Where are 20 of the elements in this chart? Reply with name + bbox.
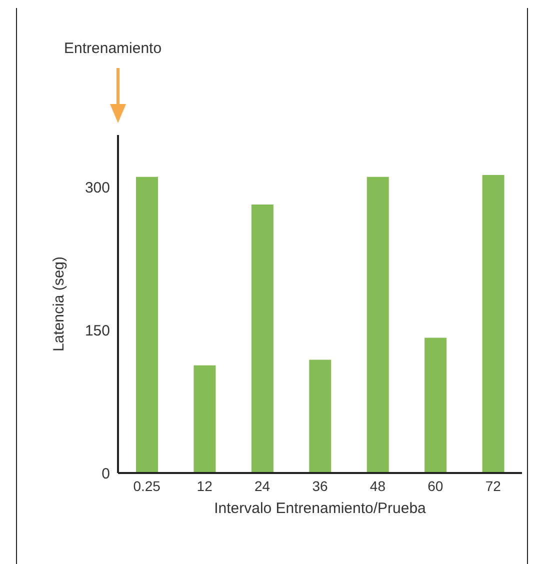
bar	[136, 176, 158, 473]
x-tick-label: 24	[254, 478, 270, 494]
bar	[366, 176, 389, 473]
bar	[251, 204, 274, 473]
x-axis-title: Intervalo Entrenamiento/Prueba	[214, 500, 427, 517]
y-tick-label: 300	[84, 180, 110, 197]
bar	[424, 338, 447, 473]
x-tick-label: 36	[312, 478, 328, 494]
y-axis-title: Latencia (seg)	[50, 256, 68, 352]
y-tick-label: 150	[84, 322, 110, 340]
y-tick-label: 0	[102, 465, 110, 482]
x-tick-label: 60	[428, 478, 444, 494]
text: Entrenamiento	[64, 40, 162, 57]
x-tick-label: 48	[370, 478, 386, 494]
x-tick-label: 12	[196, 478, 213, 494]
x-tick-label: 0.25	[133, 478, 161, 494]
bar	[482, 174, 504, 473]
bar	[309, 360, 332, 473]
bar	[194, 365, 216, 473]
x-tick-label: 72	[485, 478, 502, 494]
